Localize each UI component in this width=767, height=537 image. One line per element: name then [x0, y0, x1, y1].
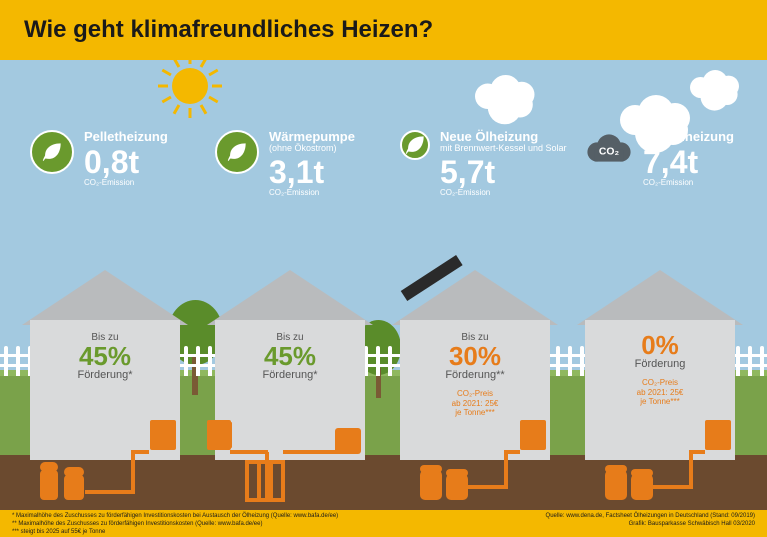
sun-icon	[150, 46, 230, 126]
item-value: 7,4t	[643, 146, 734, 178]
source: Grafik: Bausparkasse Schwäbisch Hall 03/…	[546, 521, 755, 529]
subsidy-label: Förderung*	[233, 369, 347, 381]
leaf-icon	[30, 130, 74, 174]
item-name: Wärmepumpe	[269, 130, 355, 144]
item-unit: CO₂-Emission	[84, 178, 168, 187]
item-unit: CO₂-Emission	[440, 188, 567, 197]
emission-item: Pelletheizung 0,8tCO₂-Emission	[30, 130, 210, 187]
footnote: ** Maximalhöhe des Zuschusses zu förderf…	[12, 521, 338, 529]
item-unit: CO₂-Emission	[643, 178, 734, 187]
subsidy-percent: 0%	[603, 332, 717, 358]
item-unit: CO₂-Emission	[269, 188, 355, 197]
subsidy-block: 0%Förderung CO₂-Preisab 2021: 25€je Tonne…	[603, 332, 717, 407]
co2-cloud-icon: CO₂	[585, 130, 633, 171]
item-name: Neue Ölheizung	[440, 130, 567, 144]
house-roof	[207, 270, 373, 325]
item-name: Pelletheizung	[84, 130, 168, 144]
source: Quelle: www.dena.de, Factsheet Ölheizung…	[546, 513, 755, 521]
footer-notes-left: * Maximalhöhe des Zuschusses zu förderfä…	[12, 513, 338, 534]
footer-bar: * Maximalhöhe des Zuschusses zu förderfä…	[0, 510, 767, 537]
infographic-canvas: Wie geht klimafreundliches Heizen? Pelle…	[0, 0, 767, 537]
subsidy-percent: 30%	[418, 343, 532, 369]
footnote: *** steigt bis 2025 auf 55€ je Tonne	[12, 529, 338, 537]
footnote: * Maximalhöhe des Zuschusses zu förderfä…	[12, 513, 338, 521]
footer-source-right: Quelle: www.dena.de, Factsheet Ölheizung…	[546, 513, 755, 534]
emission-item: Neue Ölheizungmit Brennwert-Kessel und S…	[400, 130, 580, 197]
item-value: 3,1t	[269, 156, 355, 188]
subsidy-block: Bis zu45%Förderung*	[233, 332, 347, 381]
subsidy-block: Bis zu30%Förderung**CO₂-Preisab 2021: 25…	[418, 332, 532, 418]
emission-item: Wärmepumpe(ohne Ökostrom) 3,1tCO₂-Emissio…	[215, 130, 395, 197]
subsidy-percent: 45%	[48, 343, 162, 369]
house-roof	[392, 270, 558, 325]
subsidy-percent: 45%	[233, 343, 347, 369]
subsidy-label: Förderung**	[418, 369, 532, 381]
house-roof	[577, 270, 743, 325]
svg-text:CO₂: CO₂	[599, 146, 620, 157]
header-bar: Wie geht klimafreundliches Heizen?	[0, 0, 767, 60]
emission-item: CO₂ Alte Ölheizung 7,4tCO₂-Emission	[585, 130, 765, 187]
item-subtitle: (ohne Ökostrom)	[269, 144, 355, 154]
co2-price-note: CO₂-Preisab 2021: 25€je Tonne***	[418, 389, 532, 418]
item-subtitle: mit Brennwert-Kessel und Solar	[440, 144, 567, 154]
subsidy-label: Förderung	[603, 358, 717, 370]
leaf-icon	[215, 130, 259, 174]
co2-price-note: CO₂-Preisab 2021: 25€je Tonne***	[603, 378, 717, 407]
item-name: Alte Ölheizung	[643, 130, 734, 144]
item-value: 0,8t	[84, 146, 168, 178]
leaf-icon	[400, 130, 430, 160]
subsidy-block: Bis zu45%Förderung*	[48, 332, 162, 381]
page-title: Wie geht klimafreundliches Heizen?	[24, 16, 433, 44]
item-value: 5,7t	[440, 156, 567, 188]
house-roof	[22, 270, 188, 325]
subsidy-label: Förderung*	[48, 369, 162, 381]
